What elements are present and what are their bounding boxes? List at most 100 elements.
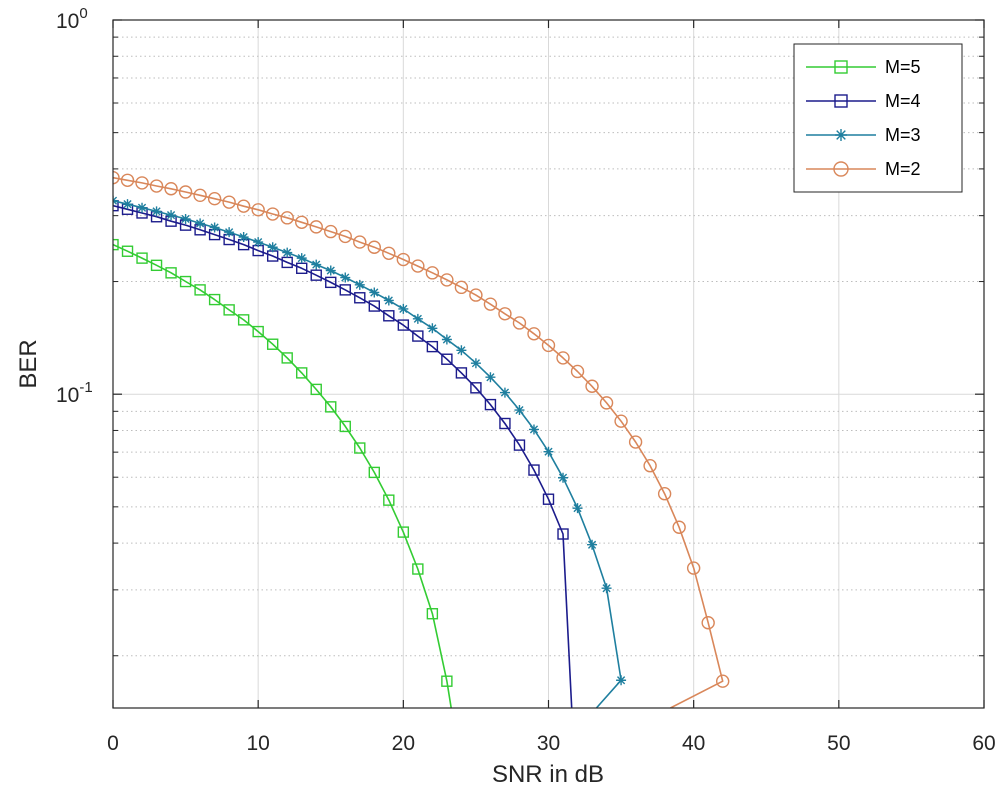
data-point — [179, 275, 192, 288]
data-point — [178, 185, 193, 199]
data-point — [383, 295, 394, 306]
legend-box — [793, 43, 963, 193]
series-line — [113, 176, 724, 708]
data-point — [512, 316, 527, 330]
data-point — [309, 220, 323, 234]
data-point — [382, 246, 396, 260]
data-point — [441, 334, 452, 345]
data-point — [542, 493, 555, 505]
data-point — [253, 237, 264, 248]
data-point — [628, 435, 643, 449]
data-point — [354, 292, 366, 304]
data-point — [368, 300, 380, 312]
series-line — [113, 243, 452, 708]
data-point — [224, 227, 235, 238]
data-point — [484, 398, 497, 411]
data-point — [120, 173, 135, 187]
x-tick-label: 20 — [392, 732, 415, 755]
legend-entry: M=4 — [806, 91, 921, 111]
data-point — [470, 382, 482, 394]
data-point — [499, 387, 510, 398]
data-point — [412, 330, 424, 342]
data-point — [195, 218, 206, 229]
data-point — [266, 338, 279, 350]
data-point — [485, 372, 496, 383]
data-point — [528, 424, 539, 435]
data-point — [425, 266, 440, 280]
data-point — [281, 352, 293, 364]
data-point — [193, 188, 207, 203]
data-point — [150, 259, 163, 272]
data-point — [194, 284, 206, 296]
data-point — [441, 675, 453, 687]
data-point — [398, 303, 409, 314]
y-axis-label: BER — [15, 339, 42, 388]
x-tick-label: 50 — [827, 732, 850, 755]
data-point — [310, 269, 322, 281]
data-point — [296, 262, 308, 274]
legend-entry: M=2 — [806, 159, 921, 179]
data-point — [296, 367, 308, 379]
data-point — [367, 240, 381, 254]
data-point — [556, 351, 570, 365]
data-point — [151, 206, 162, 217]
data-point — [164, 182, 178, 196]
data-point — [513, 439, 526, 451]
data-point — [180, 213, 191, 224]
data-point — [528, 464, 540, 476]
data-point — [295, 215, 309, 229]
data-point — [426, 608, 439, 620]
data-point — [469, 288, 483, 302]
data-point — [149, 179, 164, 193]
data-point — [426, 340, 439, 353]
data-point — [499, 417, 511, 430]
data-point — [165, 267, 177, 279]
data-point — [354, 442, 366, 454]
data-point — [440, 273, 454, 287]
data-point — [282, 247, 293, 258]
data-point — [325, 401, 337, 413]
x-tick-label: 10 — [246, 732, 269, 755]
data-point — [397, 526, 410, 538]
data-point — [470, 358, 481, 369]
legend: M=5 M=4 M=3 M=2 — [793, 43, 963, 193]
y-tick-label: 10-1 — [56, 379, 93, 407]
x-tick-label: 60 — [972, 732, 995, 755]
data-point — [207, 191, 222, 206]
data-point — [340, 272, 351, 283]
data-point — [498, 307, 512, 321]
data-point — [643, 459, 657, 473]
data-point — [599, 396, 614, 410]
data-point — [265, 207, 280, 221]
data-point — [543, 446, 554, 457]
data-point — [396, 252, 411, 267]
data-point — [280, 211, 294, 225]
data-point — [325, 265, 336, 276]
series-m-5 — [113, 238, 453, 708]
data-point — [354, 279, 365, 290]
data-point — [701, 616, 715, 630]
data-point — [296, 253, 307, 264]
data-point — [267, 242, 278, 253]
legend-label: M=2 — [885, 159, 921, 179]
data-point — [558, 472, 569, 483]
data-point — [236, 199, 251, 213]
data-point — [369, 287, 380, 298]
series-m-2 — [113, 170, 730, 708]
series-m-3 — [113, 195, 627, 708]
data-point — [411, 259, 425, 273]
data-point — [113, 238, 119, 251]
data-point — [136, 252, 148, 264]
data-point — [833, 161, 849, 177]
data-point — [672, 520, 686, 534]
data-point — [222, 195, 236, 209]
x-tick-label: 30 — [537, 732, 560, 755]
data-point — [121, 245, 134, 257]
data-point — [339, 420, 351, 433]
data-point — [252, 325, 264, 338]
data-point — [585, 379, 599, 393]
data-point — [208, 293, 221, 306]
data-point — [572, 503, 583, 514]
data-point — [456, 345, 467, 356]
